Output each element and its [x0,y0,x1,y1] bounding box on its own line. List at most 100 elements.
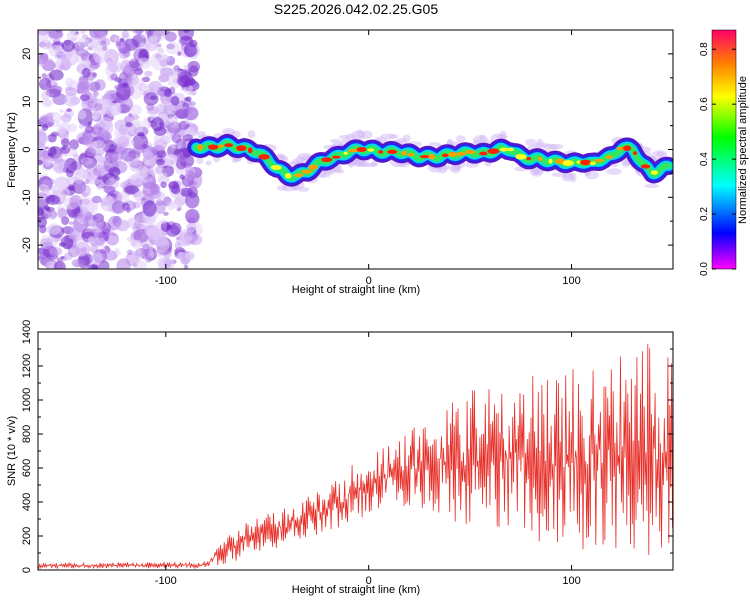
spectrogram-ytick-label: 0 [21,146,33,152]
noise-speck [89,61,100,69]
spectrogram-ylabel: Frequency (Hz) [6,112,18,188]
spectrogram-ytick-label: -20 [21,237,33,253]
ridge-hotspot [419,155,431,159]
colorbar-label: Normalized spectral amplitude [737,76,749,224]
ridge-hotspot [579,159,592,166]
noise-speck [48,30,63,39]
noise-speck [71,259,86,268]
ridge-hotspot [308,164,319,170]
noise-speck [121,30,130,39]
noise-speck [187,211,198,223]
noise-speck [150,117,165,132]
noise-speck [81,184,92,197]
noise-speck [38,159,43,166]
noise-speck [91,195,102,204]
noise-speck [87,121,92,127]
noise-speck [64,87,78,97]
noise-speck [65,51,79,66]
noise-speck [48,85,63,95]
noise-speck [120,59,132,74]
noise-speck [160,67,176,78]
noise-speck [170,222,182,235]
ridge-halo [656,151,665,157]
ridge-hotspot [217,144,224,148]
noise-speck [134,239,141,246]
ridge-hotspot [270,164,282,170]
snr-series-line [38,343,673,570]
ridge-hotspot [428,153,436,160]
noise-speck [97,37,111,47]
ridge-hotspot [347,149,359,153]
colorbar-tick-label: 0.0 [699,262,710,276]
colorbar-tick-label: 0.6 [699,97,710,111]
noise-speck [58,64,66,70]
spectrogram-ytick-label: 10 [21,96,33,108]
noise-speck [181,191,188,198]
noise-speck [155,158,165,166]
noise-speck [39,238,53,250]
noise-speck [111,152,122,165]
spectral-ridge [187,128,673,192]
noise-speck [120,37,125,43]
noise-speck [78,123,85,129]
noise-speck [50,131,59,137]
noise-speck [99,117,113,130]
noise-speck [160,221,171,232]
noise-speck [145,159,151,166]
noise-speck [132,262,138,268]
noise-speck [125,206,131,213]
noise-speck [170,96,180,106]
noise-speck [166,43,175,50]
ridge-halo [297,187,310,192]
noise-speck [141,197,147,201]
ridge-halo [371,160,378,166]
noise-speck [61,39,75,52]
noise-speck [182,106,199,121]
noise-speck [91,98,108,115]
ridge-halo [525,138,537,147]
noise-speck [56,125,66,136]
noise-speck [55,187,71,198]
noise-speck [81,67,91,78]
noise-speck [179,174,185,180]
noise-speck [65,78,75,87]
noise-speck [89,81,101,92]
noise-speck [53,153,64,164]
snr-ytick-label: 1000 [21,388,33,412]
noise-speck [187,85,194,92]
ridge-hotspot [387,149,398,155]
noise-speck [137,57,150,65]
ridge-halo [473,139,487,144]
noise-speck [38,52,48,65]
noise-speck [42,99,53,107]
noise-speck [102,155,111,165]
ridge-halo [551,172,566,177]
spectrogram-ytick-label: 20 [21,48,33,60]
noise-speck [58,242,66,247]
snr-ytick-label: 400 [21,493,33,511]
noise-speck [132,78,145,88]
ridge-halo [536,138,544,149]
noise-speck [81,99,93,110]
ridge-hotspot [479,151,488,156]
noise-speck [185,78,196,86]
ridge-hotspot [515,153,527,160]
noise-speck [84,179,90,185]
noise-speck [153,134,168,144]
noise-speck [91,30,105,40]
noise-speck [66,170,74,178]
noise-speck [88,94,94,101]
ridge-halo [360,130,373,139]
noise-speck [132,133,149,150]
ridge-hotspot [331,155,341,159]
noise-speck [79,94,91,101]
ridge-hotspot [562,160,575,167]
ridge-halo [221,128,236,136]
noise-speck [44,159,52,167]
noise-speck [163,211,169,216]
ridge-hotspot [616,146,626,151]
ridge-halo [455,135,466,142]
noise-speck [131,175,137,182]
noise-speck [126,69,132,75]
